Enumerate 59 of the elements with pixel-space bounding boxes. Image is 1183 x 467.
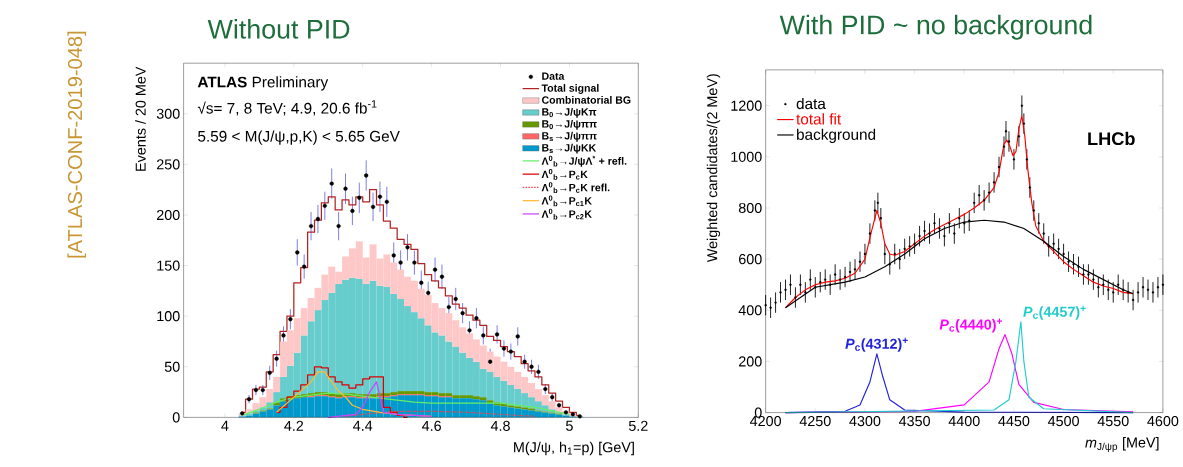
legend-label: Λ$^{0}$$_{b}$→P$_{c}$K (541, 168, 588, 180)
legend-label: B$_{0}$→J/ψππ (542, 119, 597, 130)
x-axis-title: M(J/ψ, h$_{1}$=p) [GeV] (514, 441, 634, 456)
annotation: ATLAS Preliminary (197, 76, 329, 91)
y-tick-label: 250 (156, 159, 180, 170)
annotation: 5.59 < M(J/ψ,p,K) < 5.65 GeV (198, 130, 400, 145)
y-tick-label: 200 (156, 209, 180, 220)
x-tick-label: 4500 (1047, 415, 1079, 427)
legend-label: B$_{0}$→J/ψKπ (542, 107, 597, 118)
x-tick-label: 4300 (849, 415, 881, 427)
legend-label: Λ$^{0}$$_{b}$→P$_{c1}$K (541, 195, 592, 207)
x-axis-title: m$_{J/ψp}$ [MeV] (1085, 436, 1159, 452)
legend-label: B$_{s}$→J/ψππ (542, 131, 597, 142)
legend-label: B$_{s}$→J/ψKK (542, 143, 597, 154)
y-tick-label: 0 (172, 412, 180, 423)
x-tick-label: 5 (565, 420, 573, 431)
annotation: P$_{c}$(4440)$^{+}$ (939, 318, 1002, 333)
y-axis-title: Events / 20 MeV (135, 66, 146, 171)
x-tick-label: 4450 (998, 415, 1030, 427)
y-tick-label: 0 (754, 407, 762, 418)
legend-label: Combinatorial BG (541, 95, 631, 104)
y-tick-label: 1000 (731, 151, 762, 162)
x-tick-label: 4400 (948, 415, 980, 427)
text: [ATLAS-CONF-2019-048] (67, 31, 87, 258)
x-tick-label: 4.6 (421, 420, 441, 431)
x-tick-label: 4.4 (353, 420, 373, 431)
x-tick-label: 4.8 (490, 420, 510, 431)
x-tick-label: 4.2 (284, 420, 304, 431)
annotation: √s= 7, 8 TeV; 4.9, 20.6 fb$^{-1}$ (197, 100, 377, 116)
x-tick-label: 4 (221, 420, 229, 431)
y-tick-label: 100 (157, 311, 180, 322)
legend-label: background (797, 128, 876, 143)
y-tick-label: 150 (157, 260, 180, 271)
x-tick-label: 5.2 (628, 420, 648, 431)
legend-label: Total signal (541, 84, 599, 94)
legend-label: data (796, 97, 826, 110)
x-tick-label: 4350 (898, 415, 931, 427)
legend-label: Λ$^{0}$$_{b}$→P$_{c}$K refl. (541, 182, 610, 193)
y-tick-label: 1200 (731, 100, 762, 111)
y-tick-label: 300 (156, 108, 180, 119)
annotation: P$_{c}$(4312)$^{+}$ (845, 337, 908, 352)
legend-label: Data (542, 72, 565, 80)
y-tick-label: 200 (739, 356, 762, 367)
legend-label: Λ$^{0}$$_{b}$→J/ψΛ$^{*}$ + refl. (541, 155, 627, 167)
y-tick-label: 50 (164, 361, 180, 372)
y-tick-label: 800 (738, 202, 762, 213)
x-tick-label: 4250 (799, 415, 831, 427)
y-axis-title: Weighted candidates/(2 MeV) (706, 74, 721, 263)
chart-title: With PID ~ no background (779, 14, 1092, 40)
legend-label: total fit (796, 113, 842, 125)
x-tick-label: 4200 (749, 415, 782, 427)
x-tick-label: 4600 (1147, 415, 1179, 427)
chart-title: Without PID (207, 18, 350, 39)
legend-label: Λ$^{0}$$_{b}$→P$_{c2}$K (541, 208, 592, 220)
y-tick-label: 400 (738, 305, 762, 316)
y-tick-label: 600 (739, 253, 762, 265)
annotation: LHCb (1088, 131, 1135, 146)
x-tick-label: 4550 (1097, 415, 1129, 427)
annotation: P$_{c}$(4457)$^{+}$ (1023, 305, 1086, 320)
